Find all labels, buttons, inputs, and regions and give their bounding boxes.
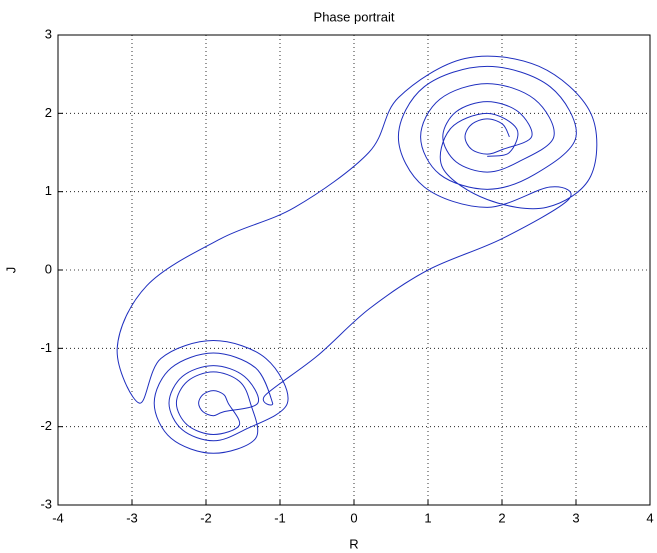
x-tick-label: -3 [126, 510, 138, 525]
y-tick-label: 3 [45, 26, 52, 41]
x-tick-label: -2 [200, 510, 212, 525]
plot-frame [57, 34, 651, 506]
x-tick-label: 4 [646, 510, 653, 525]
y-axis-label: J [3, 267, 18, 274]
x-tick-label: 3 [572, 510, 579, 525]
y-tick-label: -2 [40, 418, 52, 433]
y-tick-label: 0 [45, 261, 52, 276]
y-tick-label: -1 [40, 340, 52, 355]
y-tick-label: -3 [40, 496, 52, 511]
y-tick-label: 1 [45, 183, 52, 198]
trajectory [116, 55, 598, 454]
x-axis-label: R [349, 536, 358, 551]
x-tick-label: -1 [274, 510, 286, 525]
x-tick-label: 0 [350, 510, 357, 525]
x-tick-label: -4 [52, 510, 64, 525]
y-tick-label: 2 [45, 105, 52, 120]
chart-title: Phase portrait [314, 9, 395, 24]
x-tick-label: 1 [424, 510, 431, 525]
x-tick-label: 2 [498, 510, 505, 525]
